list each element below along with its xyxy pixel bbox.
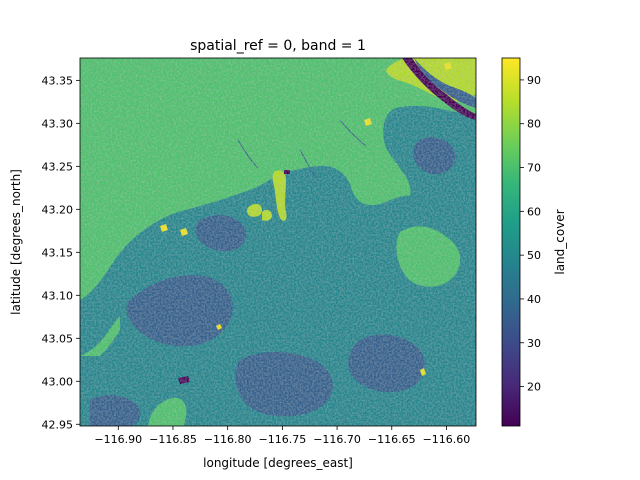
y-tick-label: 43.20 xyxy=(42,203,74,216)
x-tick-label: −116.70 xyxy=(313,433,361,446)
x-tick-label: −116.65 xyxy=(368,433,416,446)
plot-frame xyxy=(79,57,477,427)
x-tick-label: −116.90 xyxy=(94,433,142,446)
y-axis: 42.95 43.00 43.05 43.10 43.15 43.20 43.25 43.30… xyxy=(42,74,80,431)
colorbar-tick-label: 90 xyxy=(527,74,541,87)
colorbar-tick-label: 70 xyxy=(527,162,541,175)
y-tick-label: 42.95 xyxy=(42,418,74,431)
y-tick-label: 43.00 xyxy=(42,375,74,388)
colorbar-tick-label: 80 xyxy=(527,118,541,131)
colorbar-ticks: 20 30 40 50 60 70 80 90 xyxy=(520,74,541,394)
x-tick-label: −116.80 xyxy=(204,433,252,446)
colorbar-tick-label: 60 xyxy=(527,205,541,218)
land-cover-raster xyxy=(80,58,476,426)
y-tick-label: 43.10 xyxy=(42,289,74,302)
x-axis: −116.90 −116.85 −116.80 −116.75 −116.70 −116.… xyxy=(94,426,470,446)
x-axis-label: longitude [degrees_east] xyxy=(203,456,353,470)
colorbar-tick-label: 50 xyxy=(527,249,541,262)
x-tick-label: −116.75 xyxy=(259,433,307,446)
colorbar-tick-label: 20 xyxy=(527,381,541,394)
y-tick-label: 43.35 xyxy=(42,74,74,87)
y-tick-label: 43.15 xyxy=(42,246,74,259)
colorbar-gradient xyxy=(501,57,521,427)
colorbar-tick-label: 40 xyxy=(527,293,541,306)
y-tick-label: 43.25 xyxy=(42,160,74,173)
colorbar: 20 30 40 50 60 70 80 90 land_cover xyxy=(501,57,567,427)
chart-title: spatial_ref = 0, band = 1 xyxy=(190,38,366,54)
x-tick-label: −116.60 xyxy=(423,433,471,446)
y-tick-label: 43.30 xyxy=(42,117,74,130)
colorbar-label: land_cover xyxy=(553,209,567,274)
y-axis-label: latitude [degrees_north] xyxy=(9,169,23,315)
x-tick-label: −116.85 xyxy=(149,433,197,446)
y-tick-label: 43.05 xyxy=(42,332,74,345)
colorbar-tick-label: 30 xyxy=(527,337,541,350)
